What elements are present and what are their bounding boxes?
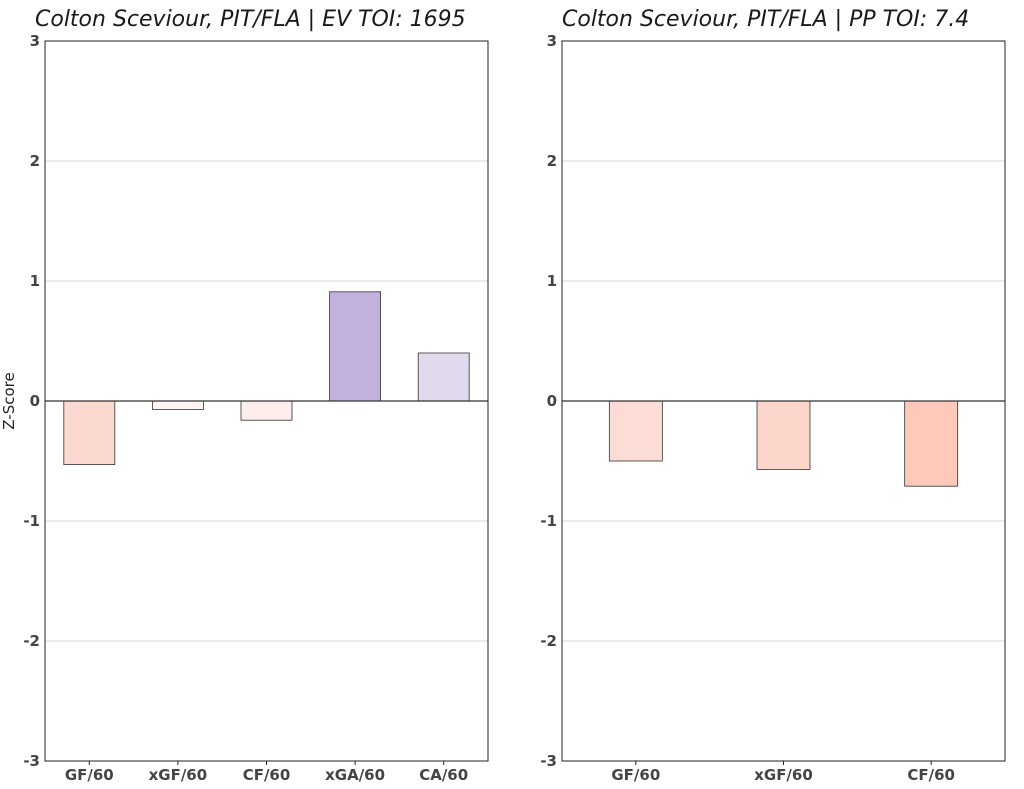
pp-chart-panel: Colton Sceviour, PIT/FLA | PP TOI: 7.4 3 2… [540, 7, 1006, 784]
ev-y-axis-label: Z-Score [0, 372, 18, 429]
pp-bar-cf-per-60 [904, 400, 959, 487]
ev-chart-panel: Colton Sceviour, PIT/FLA | EV TOI: 16953… [0, 7, 489, 784]
pp-y-tick-label: -2 [540, 632, 557, 650]
pp-bar-gf-per-60 [608, 400, 663, 462]
ev-y-tick-label: -2 [23, 632, 40, 650]
ev-bar-xgf-per-60 [151, 400, 204, 410]
pp-y-tick-label: 1 [547, 272, 557, 290]
ev-chart-title: Colton Sceviour, PIT/FLA | EV TOI: 1695 [35, 7, 466, 32]
ev-y-tick-label: 0 [30, 392, 40, 410]
ev-y-tick-label: 3 [30, 32, 40, 50]
ev-x-tick-label: CF/60 [243, 766, 291, 784]
ev-bar-cf-per-60 [240, 400, 293, 421]
pp-bar-xgf-per-60 [756, 400, 811, 470]
ev-y-tick-label: -1 [23, 512, 40, 530]
pp-y-tick-label: 3 [547, 32, 557, 50]
pp-y-tick-label: 2 [547, 152, 557, 170]
ev-x-tick-label: GF/60 [65, 766, 114, 784]
ev-y-tick-label: 1 [30, 272, 40, 290]
ev-x-tick-label: xGA/60 [325, 766, 385, 784]
pp-chart-title: Colton Sceviour, PIT/FLA | PP TOI: 7.4 [562, 7, 969, 32]
pp-y-tick-label: 0 [547, 392, 557, 410]
ev-x-tick-label: CA/60 [419, 766, 468, 784]
ev-bar-gf-per-60 [63, 400, 116, 465]
ev-bar-xga-per-60 [329, 291, 382, 402]
ev-y-tick-label: -3 [23, 752, 40, 770]
pp-x-tick-label: xGF/60 [754, 766, 813, 784]
pp-y-tick-label: -1 [540, 512, 557, 530]
pp-y-tick-label: -3 [540, 752, 557, 770]
pp-x-tick-label: CF/60 [907, 766, 955, 784]
ev-bar-ca-per-60 [417, 352, 470, 402]
ev-x-tick-label: xGF/60 [149, 766, 208, 784]
ev-y-tick-label: 2 [30, 152, 40, 170]
pp-x-tick-label: GF/60 [611, 766, 660, 784]
